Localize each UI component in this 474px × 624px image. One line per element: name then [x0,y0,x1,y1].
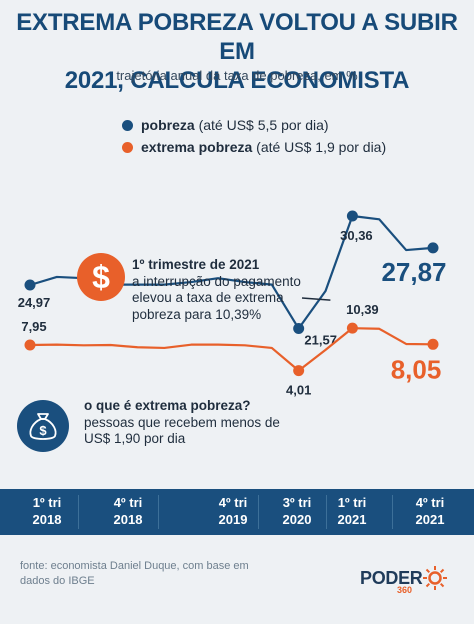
legend-item-pobreza: pobreza (até US$ 5,5 por dia) [122,117,329,133]
definition-note-text: pessoas que recebem menos de US$ 1,90 po… [84,414,280,447]
axis-separator [392,495,393,529]
axis-separator [258,495,259,529]
data-label: 27,87 [381,257,446,287]
data-label: 8,05 [391,354,442,384]
legend-item-extrema-pobreza: extrema pobreza (até US$ 1,9 por dia) [122,139,386,155]
data-label: 7,95 [21,319,46,334]
data-label: 10,39 [346,302,379,317]
legend-label-pobreza: pobreza [141,117,195,133]
data-label: 4,01 [286,383,311,398]
x-tick-label: 1º tri 2021 [337,495,367,527]
data-label: 24,97 [18,295,51,310]
data-label: 21,57 [304,333,337,348]
definition-note: o que é extrema pobreza? pessoas que rec… [84,398,284,448]
sun-logo-icon [423,566,447,590]
quarter-note-title: 1º trimestre de 2021 [132,257,260,272]
x-tick-label: 4º tri 2021 [415,495,445,527]
legend-label-extrema-pobreza: extrema pobreza [141,139,253,155]
logo-text: PODER [360,568,423,588]
data-point [24,339,36,351]
source-note: fonte: economista Daniel Duque, com base… [20,560,249,587]
chart-subtitle: trajetória anual da taxa de pobreza, em … [116,68,358,83]
data-point [24,279,36,291]
x-axis-bar: 1º tri 2018 4º tri 2018 4º tri 2019 3º tri 2… [0,489,474,535]
x-tick-label: 4º tri 2019 [218,495,248,527]
x-tick-label: 3º tri 2020 [282,495,312,527]
data-label: 30,36 [340,228,373,243]
annotation-leader-line [301,297,331,301]
legend-desc-extrema-pobreza: (até US$ 1,9 por dia) [252,139,387,155]
definition-note-title: o que é extrema pobreza? [84,398,251,413]
chart-title: EXTREMA POBREZA VOLTOU A SUBIR EM 2021, … [16,9,458,94]
logo-subtext: 360 [397,585,413,595]
dollar-icon: $ [77,253,125,301]
quarter-note: 1º trimestre de 2021 a interrupção do pa… [132,257,332,323]
data-point [427,338,439,350]
data-point [293,365,305,377]
legend-dot-extrema-pobreza [122,142,133,153]
legend-desc-pobreza: (até US$ 5,5 por dia) [194,117,329,133]
data-point [293,323,305,335]
x-tick-label: 4º tri 2018 [113,495,143,527]
quarter-note-text: a interrupção do pagamento elevou a taxa… [132,273,301,322]
legend-dot-pobreza [122,120,133,131]
data-point [427,242,439,254]
line-chart: 24,97 21,57 30,36 27,87 7,95 4,01 10,39 8,05 [18,210,447,398]
series-line-extrema-pobreza [29,327,434,372]
money-bag-icon: $ [17,400,69,452]
axis-separator [158,495,159,529]
data-point [346,210,358,222]
svg-text:$: $ [39,423,47,438]
data-point [346,322,358,334]
x-tick-label: 1º tri 2018 [32,495,62,527]
axis-separator [326,495,327,529]
axis-separator [78,495,79,529]
poder360-logo: PODER 360 [360,566,447,595]
